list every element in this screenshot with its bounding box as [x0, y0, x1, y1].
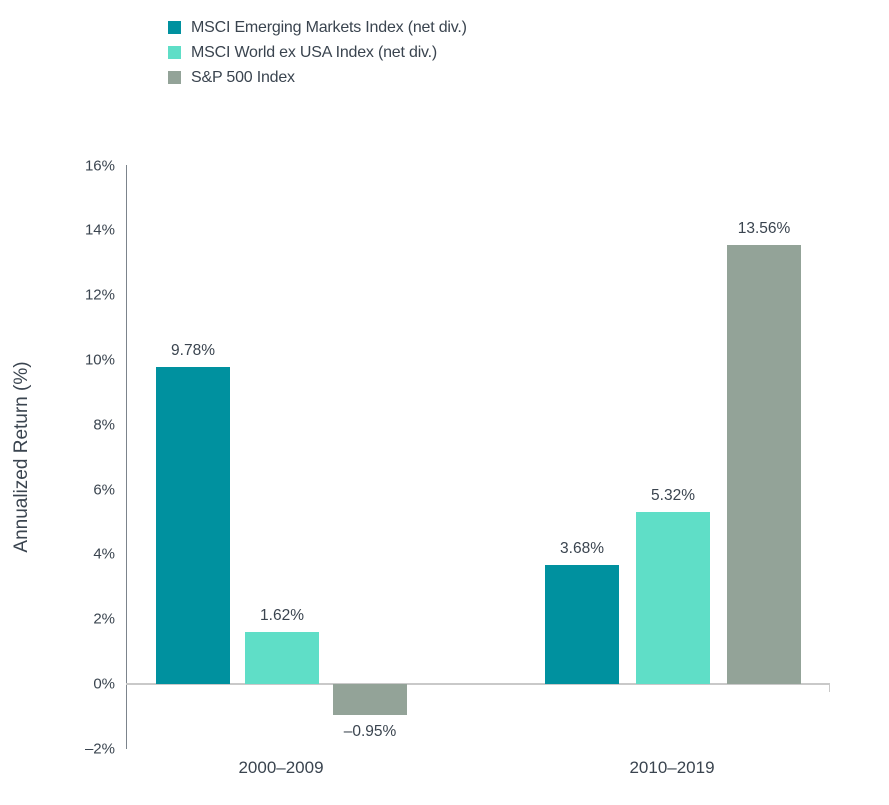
y-tick-label: 4% [93, 545, 115, 563]
y-axis-title: Annualized Return (%) [11, 361, 32, 553]
bar-value-label: 5.32% [651, 486, 695, 504]
legend-swatch-world-ex-usa-icon [168, 46, 181, 59]
y-tick-label: 6% [93, 481, 115, 499]
x-category-label-2000-2009: 2000–2009 [238, 758, 324, 777]
bar [333, 684, 407, 715]
legend-item-world-ex-usa: MSCI World ex USA Index (net div.) [168, 40, 467, 65]
legend-item-sp500: S&P 500 Index [168, 65, 467, 90]
legend-label: MSCI Emerging Markets Index (net div.) [191, 18, 467, 36]
bar-value-label: 3.68% [560, 539, 604, 557]
y-tick-label: 16% [84, 157, 115, 175]
y-tick-label: 14% [84, 221, 115, 239]
bar [727, 244, 801, 684]
bar-value-label: –0.95% [343, 722, 397, 740]
bar-value-label: 13.56% [737, 219, 791, 237]
y-tick-label: 12% [84, 286, 115, 304]
legend-swatch-emerging-markets-icon [168, 21, 181, 34]
y-axis-line [126, 165, 127, 749]
legend-swatch-sp500-icon [168, 71, 181, 84]
x-category-label-2010-2019: 2010–2019 [629, 758, 715, 777]
legend-label: S&P 500 Index [191, 68, 295, 86]
bar [636, 511, 710, 684]
legend: MSCI Emerging Markets Index (net div.) M… [168, 15, 467, 90]
y-tick-label: 2% [93, 610, 115, 628]
y-tick-label: 8% [93, 416, 115, 434]
bar [156, 367, 230, 684]
bar-value-label: 1.62% [260, 606, 304, 624]
bar [245, 631, 319, 684]
x-axis-end-tick [829, 685, 830, 692]
legend-item-emerging-markets: MSCI Emerging Markets Index (net div.) [168, 15, 467, 40]
legend-label: MSCI World ex USA Index (net div.) [191, 43, 438, 61]
y-tick-label: 10% [84, 351, 115, 369]
bar [545, 564, 619, 684]
zero-baseline [126, 683, 830, 685]
y-tick-label: 0% [93, 675, 115, 693]
y-tick-label: –2% [84, 740, 115, 758]
bar-value-label: 9.78% [171, 342, 215, 360]
